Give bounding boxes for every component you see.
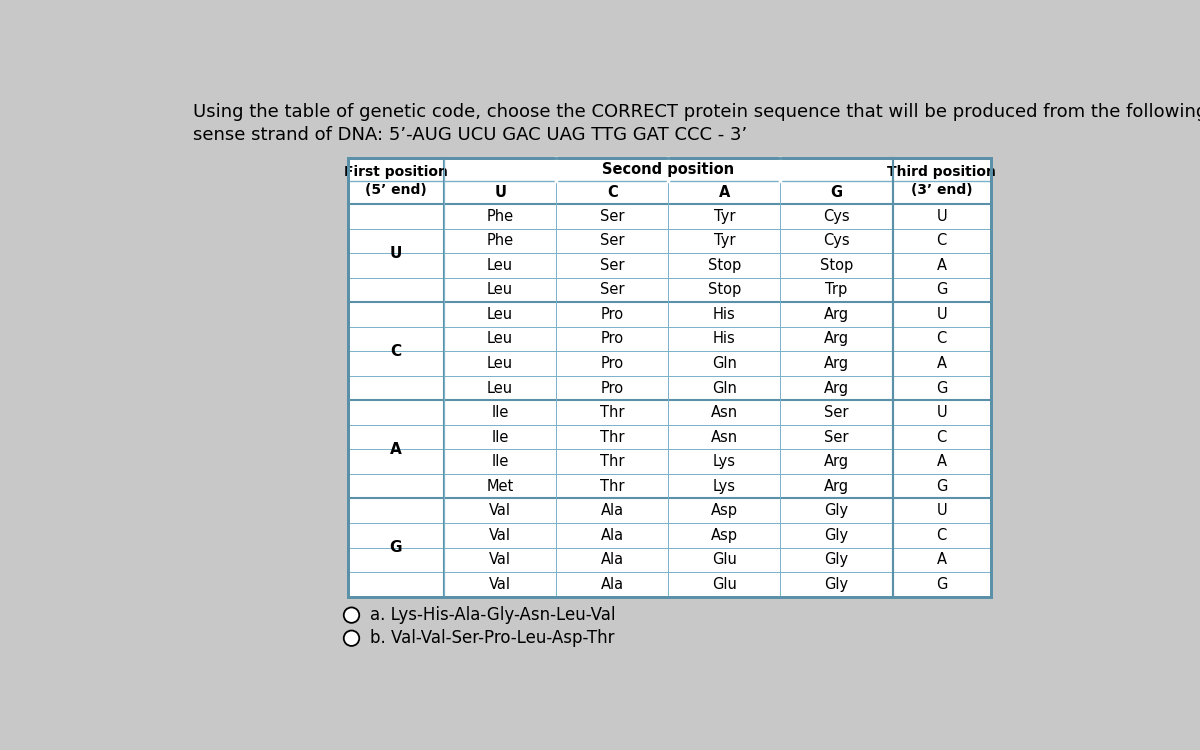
Text: Thr: Thr <box>600 430 624 445</box>
Text: a. Lys-His-Ala-Gly-Asn-Leu-Val: a. Lys-His-Ala-Gly-Asn-Leu-Val <box>370 606 616 624</box>
Text: Leu: Leu <box>487 332 514 346</box>
Text: Thr: Thr <box>600 478 624 494</box>
Text: Ser: Ser <box>600 258 624 273</box>
Text: Ala: Ala <box>601 552 624 567</box>
Text: Arg: Arg <box>824 478 850 494</box>
Text: A: A <box>937 454 947 470</box>
Text: U: U <box>390 245 402 260</box>
Text: Arg: Arg <box>824 307 850 322</box>
Text: Ile: Ile <box>492 405 509 420</box>
Text: Arg: Arg <box>824 454 850 470</box>
Text: Phe: Phe <box>487 209 514 224</box>
Text: G: G <box>936 577 947 592</box>
Text: C: C <box>936 332 947 346</box>
Text: Met: Met <box>486 478 514 494</box>
Text: C: C <box>936 233 947 248</box>
Text: Ser: Ser <box>600 282 624 297</box>
Text: Leu: Leu <box>487 380 514 395</box>
Text: First position
(5’ end): First position (5’ end) <box>344 165 448 197</box>
Circle shape <box>343 631 359 646</box>
Text: Gly: Gly <box>824 528 848 543</box>
Text: Arg: Arg <box>824 332 850 346</box>
Text: sense strand of DNA: 5’-AUG UCU GAC UAG TTG GAT CCC - 3’: sense strand of DNA: 5’-AUG UCU GAC UAG … <box>193 126 746 144</box>
Text: U: U <box>936 209 947 224</box>
Text: Gly: Gly <box>824 577 848 592</box>
Text: Ser: Ser <box>600 209 624 224</box>
Text: Ala: Ala <box>601 503 624 518</box>
Text: Glu: Glu <box>712 552 737 567</box>
Text: His: His <box>713 332 736 346</box>
Text: G: G <box>830 185 842 200</box>
Text: Leu: Leu <box>487 258 514 273</box>
Text: Arg: Arg <box>824 380 850 395</box>
Text: U: U <box>936 405 947 420</box>
Text: Gln: Gln <box>712 380 737 395</box>
Text: Glu: Glu <box>712 577 737 592</box>
Text: Stop: Stop <box>708 282 742 297</box>
Text: G: G <box>936 282 947 297</box>
Text: Leu: Leu <box>487 356 514 371</box>
Text: Asp: Asp <box>710 503 738 518</box>
Text: Leu: Leu <box>487 282 514 297</box>
Text: G: G <box>936 380 947 395</box>
Text: Gly: Gly <box>824 503 848 518</box>
Text: Val: Val <box>490 552 511 567</box>
Text: C: C <box>936 430 947 445</box>
Text: Val: Val <box>490 528 511 543</box>
Bar <box>348 158 991 597</box>
Text: A: A <box>937 356 947 371</box>
Text: Pro: Pro <box>601 307 624 322</box>
Text: A: A <box>937 258 947 273</box>
Text: Third position
(3’ end): Third position (3’ end) <box>887 165 996 197</box>
Text: Ile: Ile <box>492 454 509 470</box>
Text: Asp: Asp <box>710 528 738 543</box>
Text: Pro: Pro <box>601 380 624 395</box>
Text: A: A <box>719 185 730 200</box>
Text: Asn: Asn <box>710 405 738 420</box>
Text: Ala: Ala <box>601 528 624 543</box>
Text: Phe: Phe <box>487 233 514 248</box>
Text: A: A <box>937 552 947 567</box>
Text: Cys: Cys <box>823 209 850 224</box>
Circle shape <box>343 608 359 622</box>
Text: Ser: Ser <box>824 405 848 420</box>
Text: Arg: Arg <box>824 356 850 371</box>
Text: Second position: Second position <box>602 162 734 177</box>
Text: Lys: Lys <box>713 478 736 494</box>
Text: C: C <box>390 344 402 358</box>
Text: Stop: Stop <box>708 258 742 273</box>
Text: Cys: Cys <box>823 233 850 248</box>
Text: Tyr: Tyr <box>714 209 736 224</box>
Text: Ser: Ser <box>824 430 848 445</box>
Text: Thr: Thr <box>600 454 624 470</box>
Text: Pro: Pro <box>601 356 624 371</box>
Text: Using the table of genetic code, choose the CORRECT protein sequence that will b: Using the table of genetic code, choose … <box>193 103 1200 121</box>
Text: Tyr: Tyr <box>714 233 736 248</box>
Text: G: G <box>936 478 947 494</box>
Text: G: G <box>390 540 402 555</box>
Text: Asn: Asn <box>710 430 738 445</box>
Text: C: C <box>936 528 947 543</box>
Text: U: U <box>936 503 947 518</box>
Text: b. Val-Val-Ser-Pro-Leu-Asp-Thr: b. Val-Val-Ser-Pro-Leu-Asp-Thr <box>370 629 614 647</box>
Text: C: C <box>607 185 618 200</box>
Text: Ser: Ser <box>600 233 624 248</box>
Text: Ile: Ile <box>492 430 509 445</box>
Text: His: His <box>713 307 736 322</box>
Text: Val: Val <box>490 577 511 592</box>
Text: U: U <box>936 307 947 322</box>
Text: Gly: Gly <box>824 552 848 567</box>
Text: Gln: Gln <box>712 356 737 371</box>
Text: Leu: Leu <box>487 307 514 322</box>
Text: Val: Val <box>490 503 511 518</box>
Text: A: A <box>390 442 402 457</box>
Text: Pro: Pro <box>601 332 624 346</box>
Text: Ala: Ala <box>601 577 624 592</box>
Text: U: U <box>494 185 506 200</box>
Text: Lys: Lys <box>713 454 736 470</box>
Text: Stop: Stop <box>820 258 853 273</box>
Text: Thr: Thr <box>600 405 624 420</box>
Text: Trp: Trp <box>826 282 847 297</box>
